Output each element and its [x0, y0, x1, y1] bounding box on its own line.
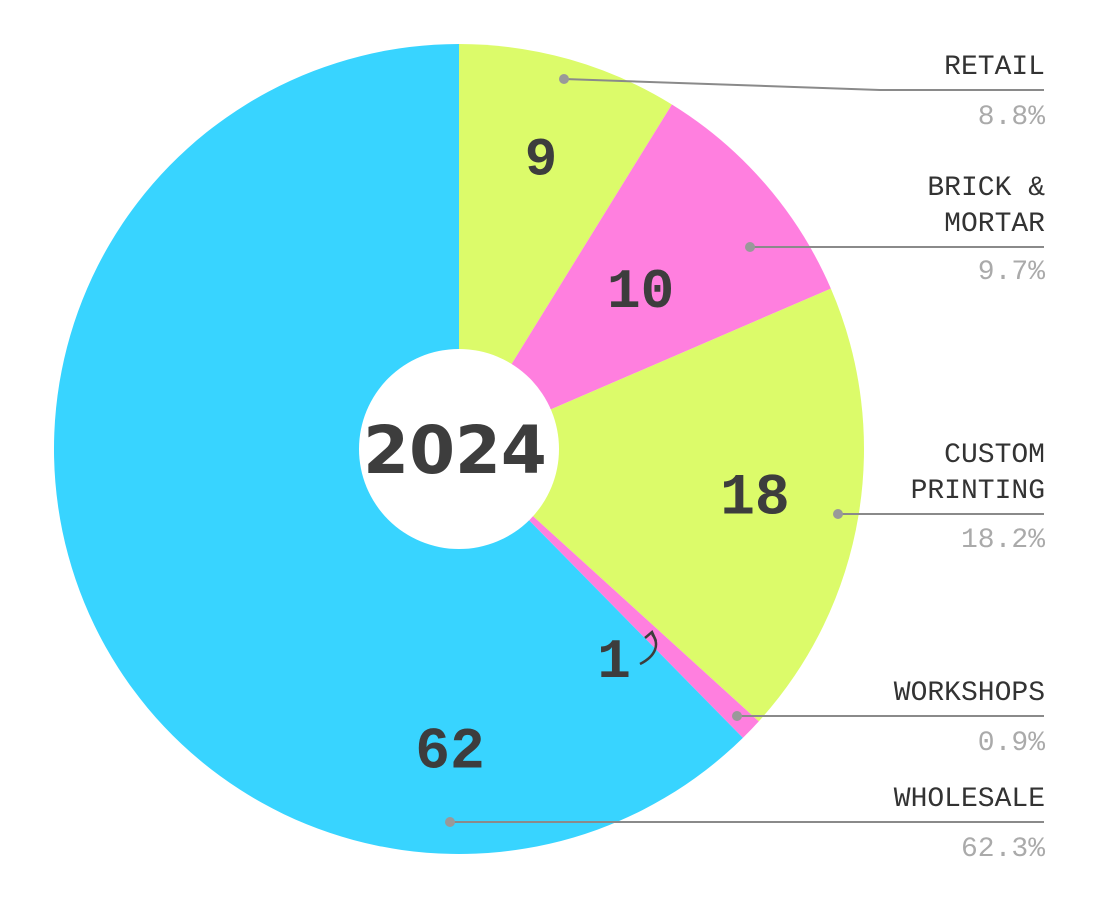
category-label-workshops: WORKSHOPS [894, 678, 1045, 709]
slice-brick-mortar [459, 104, 831, 449]
percent-label-custom-printing: 18.2% [961, 525, 1045, 556]
slice-value-retail: 9 [525, 131, 557, 192]
percent-label-retail: 8.8% [978, 102, 1045, 133]
leader-dot-workshops [732, 711, 742, 721]
leader-lines [445, 74, 1044, 827]
workshops-pointer-arrowhead [644, 629, 658, 642]
center-label: 2024 [363, 412, 547, 489]
category-label-brick-mortar-line-1: BRICK & [927, 173, 1045, 204]
category-label-retail: RETAIL [944, 52, 1045, 83]
leader-dot-brick-mortar [745, 242, 755, 252]
category-label-custom-printing-line-2: PRINTING [911, 476, 1045, 507]
slice-value-custom-printing: 18 [720, 467, 790, 532]
slice-value-wholesale: 62 [415, 720, 485, 785]
category-label-custom-printing-line-1: CUSTOM [944, 440, 1045, 471]
leader-dot-wholesale [445, 817, 455, 827]
leader-dot-retail [559, 74, 569, 84]
category-labels: RETAIL 8.8% BRICK & MORTAR 9.7% CUSTOM PRINTIN… [894, 52, 1045, 865]
slice-custom-printing [459, 288, 865, 722]
percent-label-brick-mortar: 9.7% [978, 257, 1045, 288]
center-hole [359, 349, 559, 549]
leader-dot-custom-printing [833, 509, 843, 519]
slice-value-brick-mortar: 10 [607, 260, 674, 324]
slice-value-labels: 9 10 18 1 62 [415, 131, 790, 786]
slice-workshops [459, 449, 759, 738]
slice-retail [459, 44, 672, 449]
percent-label-workshops: 0.9% [978, 728, 1045, 759]
leader-line-retail [563, 78, 1044, 91]
percent-label-wholesale: 62.3% [961, 834, 1045, 865]
slice-value-workshops: 1 [597, 630, 631, 694]
category-label-wholesale: WHOLESALE [894, 784, 1045, 815]
category-label-brick-mortar-line-2: MORTAR [944, 209, 1045, 240]
